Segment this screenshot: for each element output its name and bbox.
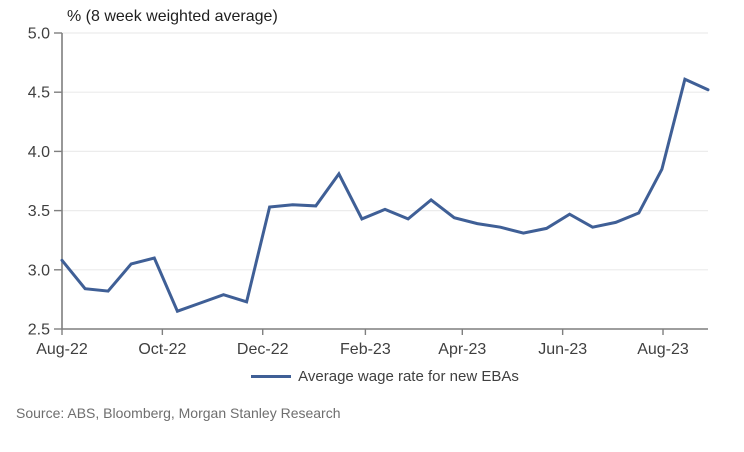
source-note: Source: ABS, Bloomberg, Morgan Stanley R…: [16, 405, 341, 421]
x-tick-label: Dec-22: [237, 341, 289, 358]
x-tick-label: Oct-22: [138, 341, 186, 358]
line-chart: 2.5 3.0 3.5 4.0 4.5 5.0 Aug-22 Oct-22 Dec-22 Feb-…: [28, 26, 710, 358]
y-tick-label: 3.0: [28, 262, 50, 279]
legend-line-sample: [251, 374, 292, 378]
y-tick-label: 4.5: [28, 85, 50, 102]
chart-title: % (8 week weighted average): [67, 8, 278, 25]
x-tick-label: Aug-22: [36, 341, 88, 358]
legend: Average wage rate for new EBAs: [62, 366, 708, 386]
x-tick-label: Jun-23: [538, 341, 587, 358]
y-tick-label: 3.5: [28, 203, 50, 220]
y-tick-label: 2.5: [28, 322, 50, 339]
legend-label: Average wage rate for new EBAs: [298, 367, 519, 385]
y-tick-label: 5.0: [28, 26, 50, 43]
x-tick-label: Aug-23: [637, 341, 689, 358]
x-tick-label: Apr-23: [438, 341, 486, 358]
x-tick-label: Feb-23: [340, 341, 391, 358]
y-tick-label: 4.0: [28, 144, 50, 161]
series-line: [60, 77, 710, 314]
